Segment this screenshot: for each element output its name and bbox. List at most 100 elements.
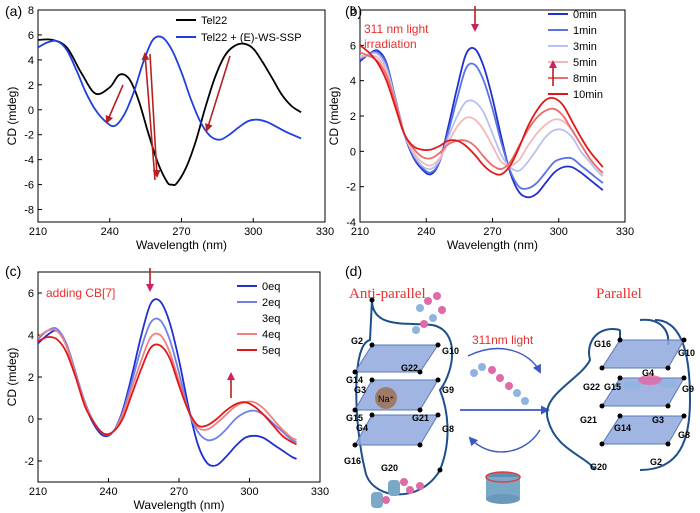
right-label-0: G16 [594, 339, 611, 349]
chart-c-series-5eq [38, 336, 297, 446]
chart-c-ytick-label: 6 [28, 288, 34, 300]
left-label-5: G3 [354, 385, 366, 395]
chart-a-xtick-label: 210 [29, 226, 47, 238]
chart-a-ytick-label: -6 [24, 180, 34, 192]
chart-c-ylabel: CD (mdeg) [5, 348, 19, 407]
azo-ligand-cis [412, 292, 446, 334]
reverse-arrow [468, 429, 541, 453]
anti-parallel-title: Anti-parallel [349, 286, 426, 302]
chart-a-ytick-label: -2 [24, 130, 34, 142]
chart-c-ytick-label: 0 [28, 414, 34, 426]
chart-b-xtick-label: 210 [351, 226, 369, 238]
chart-c-ytick-label: 4 [28, 330, 34, 342]
chart-b-ylabel: CD (mdeg) [327, 87, 341, 146]
forward-arrow-top [467, 347, 541, 374]
chart-b-legend-label: 3min [573, 41, 597, 53]
anti-parallel-strand [355, 299, 454, 496]
chart-b-series-10min [360, 44, 604, 176]
chart-b-legend-label: 10min [573, 89, 603, 101]
chart-a-ytick-label: 0 [28, 105, 34, 117]
chart-c-xlabel: Wavelength (nm) [134, 498, 225, 512]
chart-b-annotation-line1: 311 nm light [364, 22, 429, 36]
chart-a-change-arrows [105, 52, 231, 181]
cb7-barrel-icon [485, 471, 521, 504]
chart-a-ytick-label: 8 [28, 5, 34, 17]
right-label-3: G4 [642, 368, 654, 378]
chart-b-ytick-label: 8 [350, 5, 356, 17]
left-label-4: G9 [442, 385, 454, 395]
chart-a-xtick-label: 270 [172, 226, 190, 238]
chart-c-xtick-label: 240 [99, 486, 117, 498]
chart-a-xtick-label: 330 [316, 226, 334, 238]
chart-a-ytick-label: 4 [28, 55, 34, 67]
azo-ligand-bound [623, 375, 677, 389]
chart-c-xtick-label: 330 [311, 486, 329, 498]
right-label-2: G22 [583, 382, 600, 392]
chart-c-legend-label: 5eq [262, 345, 280, 357]
chart-b-legend-label: 0min [573, 9, 597, 21]
chart-b-legend-label: 1min [573, 25, 597, 37]
diagram-panel-d: Anti-parallel Parallel 311nm light Na⁺ G… [344, 286, 695, 508]
chart-a-ytick-label: 6 [28, 30, 34, 42]
panel-label-c: (c) [5, 263, 21, 279]
chart-a-xtick-label: 240 [101, 226, 119, 238]
right-label-1: G10 [678, 348, 695, 358]
chart-c-ytick-label: 2 [28, 372, 34, 384]
chart-a-ytick-label: -4 [24, 155, 34, 167]
chart-a-xtick-label: 300 [244, 226, 262, 238]
chart-a-series-tel22 [38, 38, 302, 187]
chart-a-ylabel: CD (mdeg) [5, 87, 19, 146]
parallel-labels: G16 G10 G22 G4 G9 G15 G21 G14 G3 G8 G20 … [580, 339, 695, 472]
chart-b-xtick-label: 270 [483, 226, 501, 238]
chart-b-xtick-label: 300 [550, 226, 568, 238]
left-label-1: G10 [442, 346, 459, 356]
parallel-nodes [599, 337, 687, 447]
chart-a-legend-label: Tel22 [201, 15, 227, 27]
right-label-9: G8 [678, 430, 690, 440]
chart-a: 210 240 270 300 330 -8 -6 -4 -2 0 2 4 6 8 Wavelength (… [5, 5, 334, 252]
chart-b-ytick-label: 2 [350, 111, 356, 123]
right-label-8: G3 [652, 415, 664, 425]
chart-c-xtick-label: 270 [170, 486, 188, 498]
chart-b-ytick-label: -4 [346, 217, 356, 229]
left-label-11: G20 [381, 463, 398, 473]
chart-a-ytick-label: -8 [24, 205, 34, 217]
sodium-ion-label: Na⁺ [378, 394, 395, 404]
chart-a-xlabel: Wavelength (nm) [136, 238, 227, 252]
anti-parallel-plate-top [354, 344, 439, 373]
light-label: 311nm light [472, 333, 534, 347]
left-label-6: G15 [346, 413, 363, 423]
chart-b-ytick-label: -2 [346, 182, 356, 194]
azo-cb7-complex [371, 478, 424, 508]
left-label-2: G22 [401, 363, 418, 373]
chart-c-legend-label: 0eq [262, 281, 280, 293]
panel-label-a: (a) [5, 3, 22, 19]
left-label-3: G14 [346, 375, 363, 385]
chart-c-series-4eq [38, 328, 297, 441]
anti-parallel-labels: G2 G10 G22 G14 G9 G3 G15 G21 G4 G8 G16 G… [344, 336, 459, 473]
chart-c-xtick-label: 300 [240, 486, 258, 498]
chart-b-xtick-label: 240 [417, 226, 435, 238]
chart-b-legend-label: 8min [573, 73, 597, 85]
chart-c-legend-label: 4eq [262, 329, 280, 341]
chart-a-ytick-label: 2 [28, 80, 34, 92]
chart-a-legend-label: Tel22 + (E)-WS-SSP [201, 32, 302, 44]
sodium-ion [375, 387, 397, 409]
left-label-10: G16 [344, 456, 361, 466]
right-label-6: G21 [580, 415, 597, 425]
panel-label-b: (b) [345, 3, 362, 19]
chart-b-series-0min [360, 47, 604, 199]
chart-b-xlabel: Wavelength (nm) [447, 238, 538, 252]
chart-c-legend-label: 3eq [262, 313, 280, 325]
chart-c-ytick-label: -2 [24, 456, 34, 468]
right-label-7: G14 [614, 423, 631, 433]
chart-b-legend-label: 5min [573, 57, 597, 69]
chart-b: 210 240 270 300 330 -4 -2 0 2 4 6 8 Wavelength (nm) C… [327, 5, 634, 252]
left-label-8: G4 [356, 423, 368, 433]
chart-c: 210 240 270 300 330 -2 0 2 4 6 Wavelength (nm) CD (… [5, 271, 329, 512]
chart-c-annotation: adding CB[7] [46, 286, 115, 300]
right-label-10: G20 [590, 462, 607, 472]
left-label-0: G2 [351, 336, 363, 346]
right-label-4: G9 [682, 384, 694, 394]
